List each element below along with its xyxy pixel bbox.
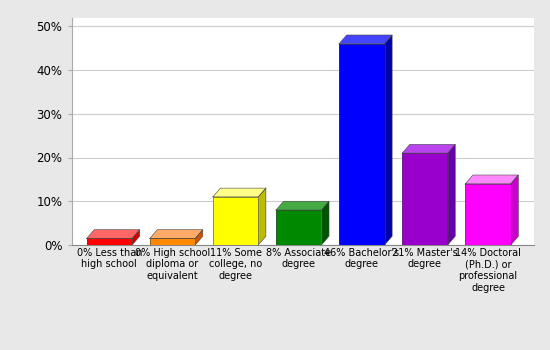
Polygon shape [339,35,392,44]
Polygon shape [511,175,518,245]
Polygon shape [402,153,448,245]
Polygon shape [402,144,455,153]
Polygon shape [258,188,266,245]
Polygon shape [339,44,384,245]
Polygon shape [321,201,329,245]
Polygon shape [132,230,140,245]
Polygon shape [276,201,329,210]
Polygon shape [276,210,321,245]
Polygon shape [213,197,258,245]
Polygon shape [150,238,195,245]
Polygon shape [465,175,518,184]
Polygon shape [448,144,455,245]
Polygon shape [195,230,203,245]
Polygon shape [150,230,203,238]
Polygon shape [465,184,511,245]
Polygon shape [87,230,140,238]
Polygon shape [87,238,132,245]
Polygon shape [213,188,266,197]
Polygon shape [384,35,392,245]
